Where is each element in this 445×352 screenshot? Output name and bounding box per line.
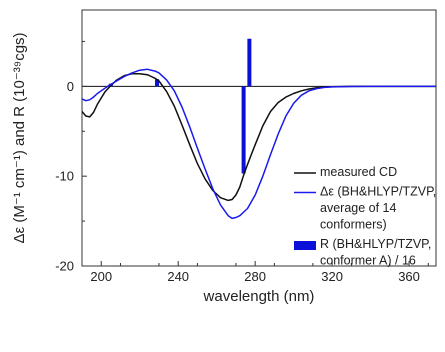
legend: measured CD Δε (BH&HLYP/TZVP, average of 1… (294, 165, 436, 268)
legend-label: conformer A) / 16 (320, 254, 416, 268)
measured-cd-line (82, 73, 436, 202)
y-tick-label: -20 (55, 259, 74, 274)
calculated-cd-line (82, 68, 436, 220)
y-tick-label: 0 (67, 79, 74, 94)
legend-swatch-stick (294, 241, 316, 250)
x-axis-title: wavelength (nm) (203, 288, 315, 305)
rotatory-strength-stick (247, 38, 252, 87)
x-tick-label: 320 (321, 269, 343, 284)
legend-label: average of 14 (320, 201, 396, 215)
x-tick-label: 200 (90, 269, 112, 284)
legend-label: R (BH&HLYP/TZVP, (320, 237, 431, 251)
plot-frame (81, 9, 437, 267)
x-tick-label: 280 (244, 269, 266, 284)
x-tick-label: 240 (167, 269, 189, 284)
rotatory-strength-stick (155, 79, 160, 87)
y-tick-label: -10 (55, 169, 74, 184)
legend-label: measured CD (320, 165, 397, 179)
x-tick-label: 360 (398, 269, 420, 284)
y-axis-title: Δε (M⁻¹ cm⁻¹) and R (10⁻³⁹cgs) (11, 32, 28, 243)
rotatory-strength-stick (241, 86, 246, 174)
legend-label: Δε (BH&HLYP/TZVP, (320, 185, 436, 199)
legend-label: conformers) (320, 218, 387, 232)
